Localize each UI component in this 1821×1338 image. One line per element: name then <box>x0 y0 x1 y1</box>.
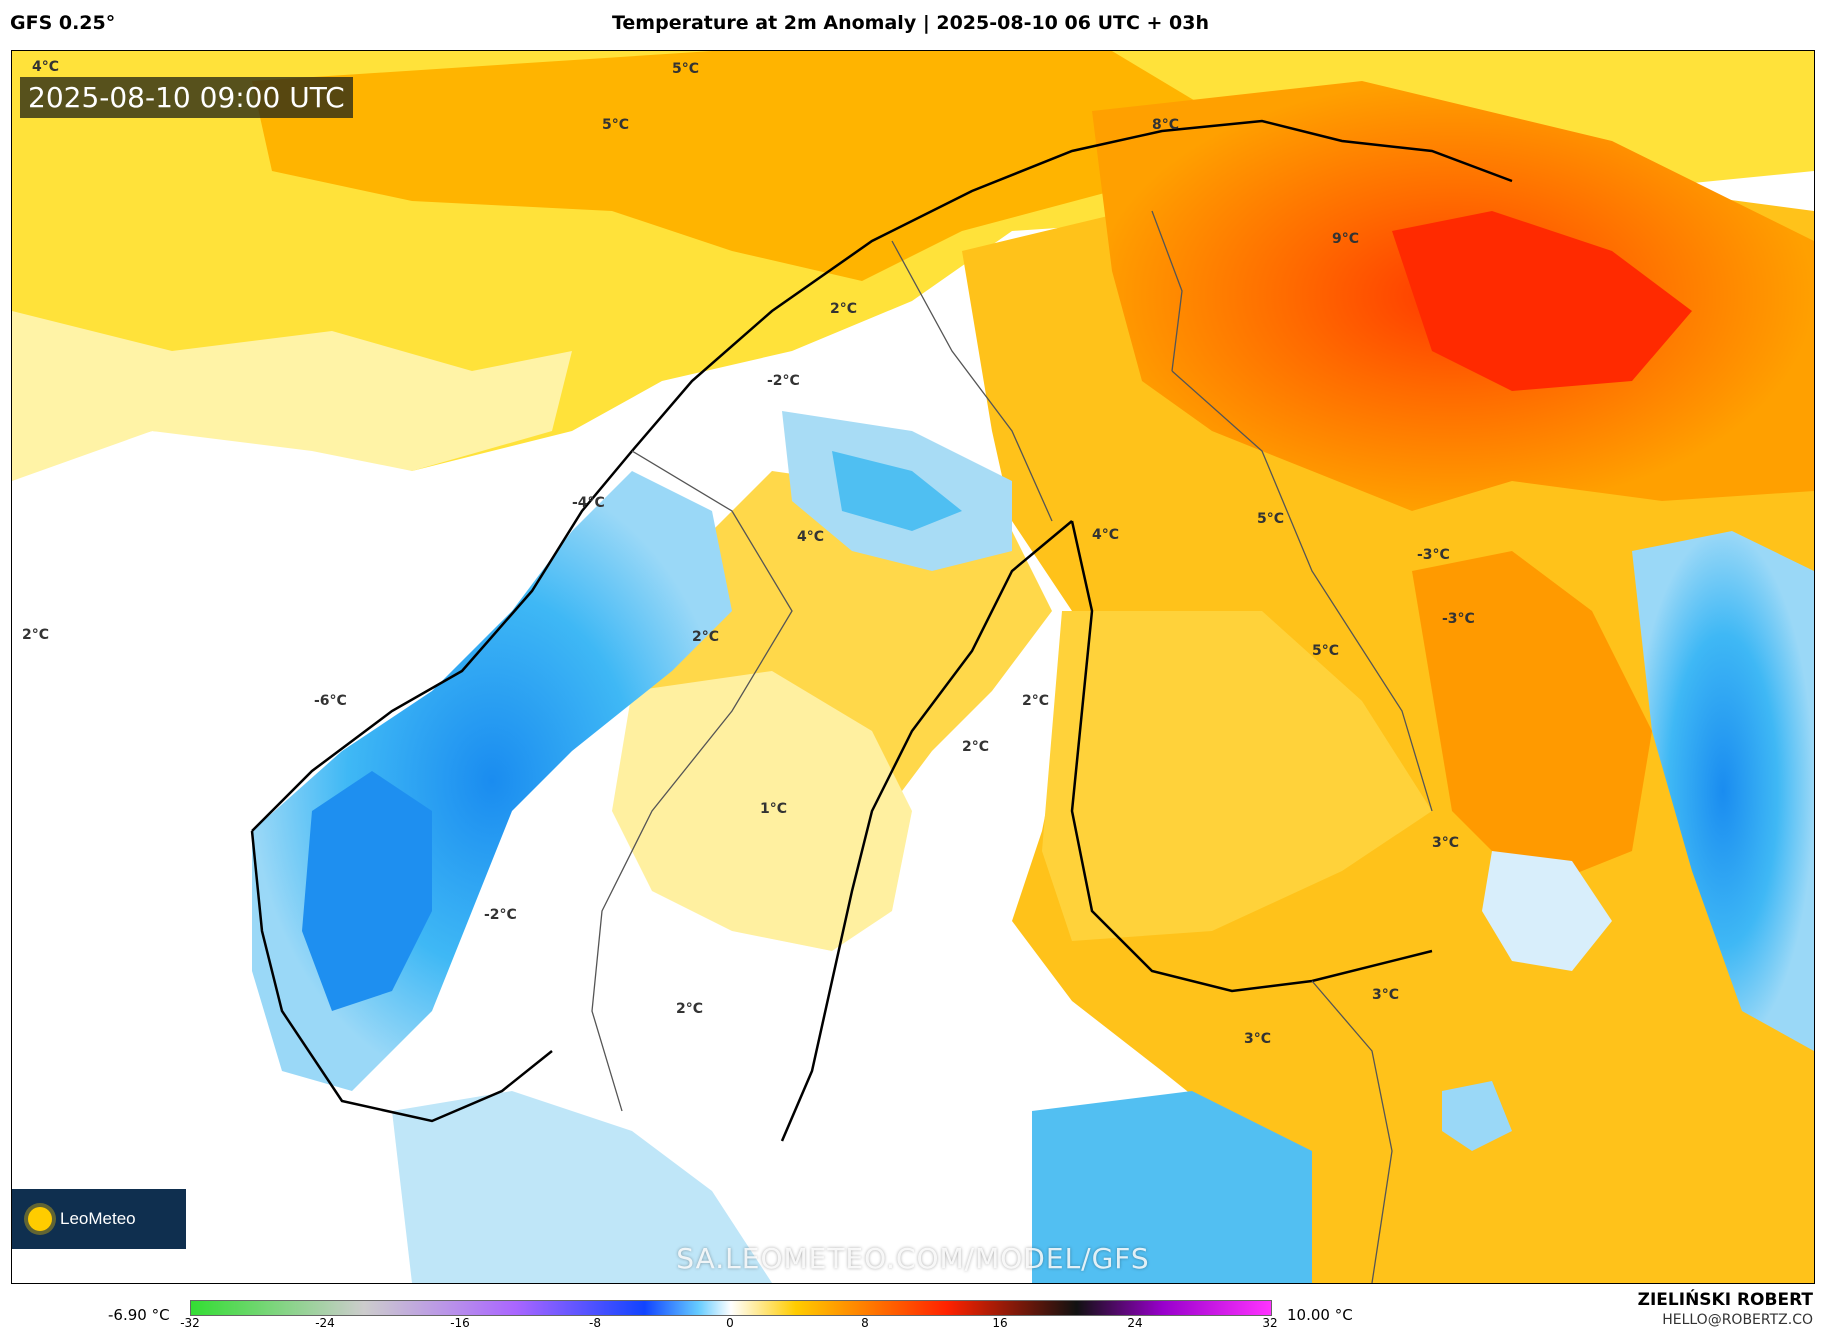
contour-value-label: 2°C <box>692 629 719 645</box>
warm-orange-north <box>252 51 1212 281</box>
colorbar-tick-label: -8 <box>589 1316 601 1330</box>
contour-value-label: 4°C <box>32 59 59 75</box>
contour-value-label: -2°C <box>767 373 800 389</box>
leometeo-logo: LeoMeteo <box>12 1189 186 1249</box>
anomaly-map: 4°C 5°C 5°C 2°C 8°C 9°C 2°C -2°C -4°C 4°C 4°C 5°C -3… <box>12 51 1814 1283</box>
author-email: HELLO@ROBERTZ.CO <box>1662 1312 1813 1328</box>
author-name: ZIELIŃSKI ROBERT <box>1637 1290 1813 1310</box>
warm-area-russia <box>1412 551 1652 891</box>
country-borders <box>591 210 1433 1283</box>
valid-time-badge: 2025-08-10 09:00 UTC <box>20 77 353 118</box>
cold-area-south <box>392 1091 772 1283</box>
logo-text: LeoMeteo <box>60 1209 136 1228</box>
coastline <box>250 119 1513 1142</box>
colorbar <box>190 1300 1272 1316</box>
cold-patch-lake <box>1482 851 1612 971</box>
contour-value-label: 1°C <box>760 801 787 817</box>
colorbar-section: -6.90 °C -32 -24 -16 -8 0 8 16 24 32 10.00 °C <box>0 1285 1821 1338</box>
contour-value-label: 3°C <box>1372 987 1399 1003</box>
sweden-pale <box>612 671 912 951</box>
cold-area-east <box>1632 531 1814 1051</box>
site-watermark: SA.LEOMETEO.COM/MODEL/GFS <box>676 1242 1150 1275</box>
colorbar-tick-label: 0 <box>726 1316 734 1330</box>
map-frame: 4°C 5°C 5°C 2°C 8°C 9°C 2°C -2°C -4°C 4°C 4°C 5°C -3… <box>11 50 1815 1284</box>
contour-value-label: -4°C <box>572 495 605 511</box>
colorbar-tick-label: -16 <box>450 1316 470 1330</box>
colorbar-tick-label: -32 <box>180 1316 200 1330</box>
author-credit: ZIELIŃSKI ROBERT HELLO@ROBERTZ.CO <box>1638 1290 1813 1328</box>
contour-value-label: 5°C <box>602 117 629 133</box>
contour-value-label: 2°C <box>22 627 49 643</box>
contour-value-label: 5°C <box>1312 643 1339 659</box>
contour-value-label: 4°C <box>797 529 824 545</box>
contour-value-label: -2°C <box>484 907 517 923</box>
colorbar-ticks: -32 -24 -16 -8 0 8 16 24 32 <box>180 1316 1277 1336</box>
contour-value-label: 3°C <box>1432 835 1459 851</box>
contour-value-label: 2°C <box>830 301 857 317</box>
colorbar-tick-label: 8 <box>861 1316 869 1330</box>
contour-value-label: 2°C <box>676 1001 703 1017</box>
colorbar-tick-label: 24 <box>1127 1316 1143 1330</box>
contour-value-label: 9°C <box>1332 231 1359 247</box>
hot-core <box>1392 211 1692 391</box>
map-title: Temperature at 2m Anomaly | 2025-08-10 0… <box>611 12 1210 34</box>
sun-icon <box>28 1207 52 1231</box>
contour-value-label: 5°C <box>1257 511 1284 527</box>
contour-value-label: 4°C <box>1092 527 1119 543</box>
warm-area-baltic <box>1042 611 1432 941</box>
colorbar-tick-label: 32 <box>1262 1316 1278 1330</box>
colorbar-tick-label: 16 <box>992 1316 1008 1330</box>
pale-yellow-area <box>12 311 572 481</box>
cold-area-baltic-states <box>1032 1091 1312 1283</box>
colorbar-max-label: 10.00 °C <box>1287 1306 1353 1324</box>
contour-value-label: -3°C <box>1442 611 1475 627</box>
contour-value-label: 5°C <box>672 61 699 77</box>
cold-core-norway <box>302 771 432 1011</box>
contour-value-label: -3°C <box>1417 547 1450 563</box>
value-labels: 4°C 5°C 5°C 2°C 8°C 9°C 2°C -2°C -4°C 4°C 4°C 5°C -3… <box>22 59 1475 1047</box>
cold-patch-small <box>1442 1081 1512 1151</box>
contour-value-label: -6°C <box>314 693 347 709</box>
colorbar-tick-label: -24 <box>315 1316 335 1330</box>
cold-patch-lapland <box>832 451 962 531</box>
model-label: GFS 0.25° <box>10 12 116 34</box>
colorbar-min-label: -6.90 °C <box>108 1306 170 1324</box>
contour-value-label: 2°C <box>1022 693 1049 709</box>
contour-value-label: 3°C <box>1244 1031 1271 1047</box>
contour-value-label: 2°C <box>962 739 989 755</box>
contour-value-label: 8°C <box>1152 117 1179 133</box>
